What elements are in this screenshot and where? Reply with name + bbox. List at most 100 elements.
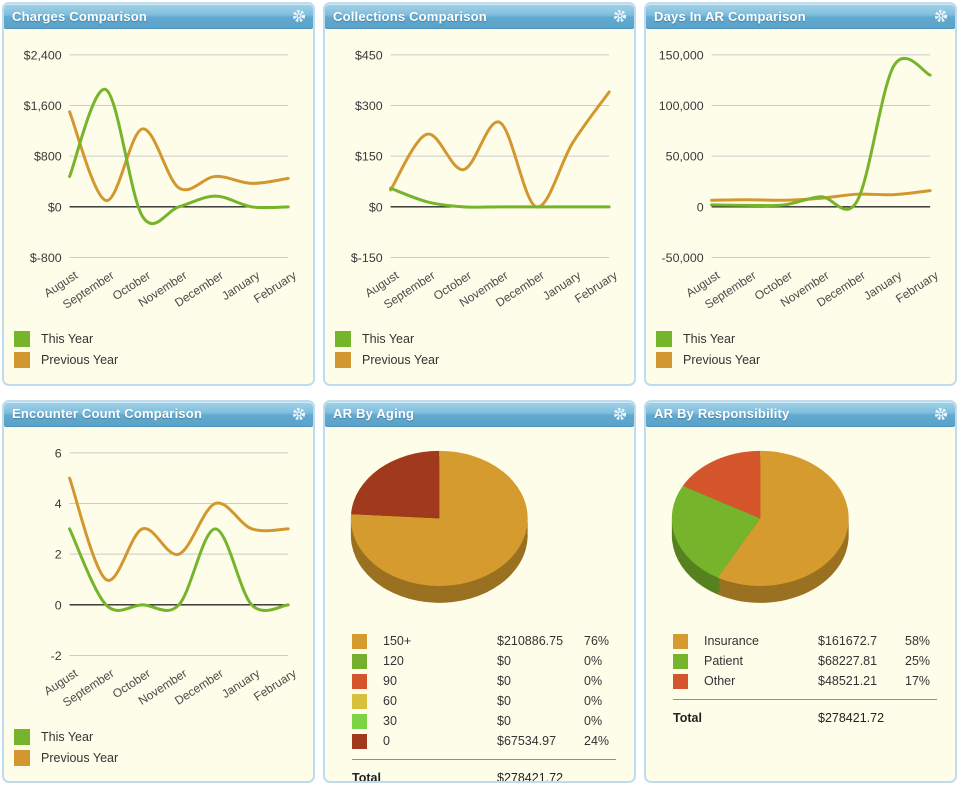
y-tick-label: $0 bbox=[369, 200, 383, 214]
collections-plot: $450$300$150$0$-150AugustSeptemberOctobe… bbox=[351, 48, 620, 311]
pie-legend-table: 150+ $210886.75 76% 120 $0 0% 90 $0 0% 60 $0 0% 30 $0… bbox=[325, 625, 634, 781]
legend-swatch bbox=[656, 331, 672, 348]
legend-amount: $161672.7 bbox=[818, 634, 878, 649]
days_in_ar-plot: 150,000100,00050,0000-50,000AugustSeptem… bbox=[659, 48, 941, 311]
legend-swatch bbox=[352, 733, 367, 749]
legend-label: Previous Year bbox=[683, 353, 761, 368]
panel-header: Collections Comparison bbox=[325, 4, 634, 29]
y-tick-label: 2 bbox=[55, 547, 62, 561]
y-tick-label: $800 bbox=[34, 150, 62, 164]
panel-header: Charges Comparison bbox=[4, 4, 313, 29]
ar-by-responsibility-pie-chart: Insurance $161672.7 58% Patient $68227.81 25%… bbox=[646, 427, 955, 782]
panel-header: Days In AR Comparison bbox=[646, 4, 955, 29]
legend-percent: 0% bbox=[584, 694, 603, 709]
pie-slice bbox=[671, 485, 761, 578]
days-in-ar-line-chart: 150,000 100,000 50,000 0 -50,000 August Septem… bbox=[646, 29, 955, 384]
legend-amount: $0 bbox=[497, 714, 511, 729]
y-tick-label: $-150 bbox=[351, 251, 383, 265]
legend-label: This Year bbox=[41, 729, 94, 744]
chart-legend: This Year Previous Year bbox=[4, 327, 313, 369]
legend-swatch bbox=[14, 749, 30, 766]
legend-item-this-year: This Year bbox=[14, 728, 313, 745]
legend-row-60: 60 $0 0% bbox=[352, 691, 616, 711]
panel-body: $450 $300 $150 $0 $-150 August September Octobe… bbox=[325, 29, 634, 384]
encounter-count-line-chart: 6 4 2 0 -2 August September October November Dece… bbox=[4, 427, 313, 782]
legend-label: 30 bbox=[383, 714, 397, 729]
legend-percent: 0% bbox=[584, 654, 603, 669]
legend-amount: $0 bbox=[497, 694, 511, 709]
legend-label: 150+ bbox=[383, 634, 412, 649]
legend-label: Previous Year bbox=[41, 353, 119, 368]
panel-title: AR By Aging bbox=[333, 406, 415, 421]
legend-swatch bbox=[14, 352, 30, 369]
ar_by_aging-pie bbox=[350, 450, 528, 603]
legend-swatch bbox=[352, 713, 367, 729]
y-tick-label: $1,600 bbox=[24, 99, 62, 113]
legend-divider bbox=[673, 699, 937, 701]
legend-item-previous-year: Previous Year bbox=[335, 352, 634, 369]
legend-label: 0 bbox=[383, 734, 390, 749]
series-line-previous-year bbox=[68, 476, 290, 582]
legend-percent: 25% bbox=[905, 654, 931, 669]
series-line-previous-year bbox=[389, 90, 611, 209]
legend-divider bbox=[352, 759, 616, 761]
settings-gear-icon[interactable] bbox=[292, 407, 306, 421]
legend-swatch bbox=[335, 331, 351, 348]
panel-body: 150,000 100,000 50,000 0 -50,000 August Septem… bbox=[646, 29, 955, 384]
panel-header: AR By Responsibility bbox=[646, 401, 955, 427]
y-tick-label: $2,400 bbox=[24, 48, 62, 62]
legend-label: Insurance bbox=[704, 634, 759, 649]
legend-swatch bbox=[352, 653, 367, 669]
y-tick-label: 0 bbox=[55, 598, 62, 612]
settings-gear-icon[interactable] bbox=[613, 9, 627, 23]
y-tick-label: -2 bbox=[51, 648, 62, 662]
pie-slice bbox=[351, 450, 440, 518]
legend-percent: 0% bbox=[584, 674, 603, 689]
series-line-this-year bbox=[68, 88, 290, 226]
panel-ar-by-aging: AR By Aging 150+ $210886.75 76% 120 $0 0% 90 $0… bbox=[323, 399, 636, 783]
legend-row-90: 90 $0 0% bbox=[352, 671, 616, 691]
legend-label: This Year bbox=[41, 332, 94, 347]
y-tick-label: $0 bbox=[48, 200, 62, 214]
chart-legend: This Year Previous Year bbox=[325, 327, 634, 369]
legend-amount: $68227.81 bbox=[818, 654, 878, 669]
pie-legend-table: Insurance $161672.7 58% Patient $68227.81 25%… bbox=[646, 625, 955, 729]
pie-slice bbox=[350, 450, 528, 586]
legend-swatch bbox=[14, 728, 30, 745]
total-label: Total bbox=[352, 771, 381, 781]
panel-collections-comparison: Collections Comparison $450 $300 $150 $0 $-1… bbox=[323, 2, 636, 386]
legend-percent: 17% bbox=[905, 674, 931, 689]
pie-slice bbox=[717, 450, 849, 586]
chart-legend: This Year Previous Year bbox=[4, 725, 313, 766]
panel-body: $2,400 $1,600 $800 $0 $-800 August September Oc… bbox=[4, 29, 313, 384]
legend-amount: $67534.97 bbox=[497, 734, 557, 749]
legend-row-120: 120 $0 0% bbox=[352, 651, 616, 671]
legend-item-previous-year: Previous Year bbox=[14, 352, 313, 369]
y-tick-label: 100,000 bbox=[659, 99, 704, 113]
legend-swatch bbox=[14, 331, 30, 348]
charges-plot: $2,400$1,600$800$0$-800AugustSeptemberOc… bbox=[24, 48, 299, 311]
series-line-this-year bbox=[710, 57, 932, 211]
settings-gear-icon[interactable] bbox=[934, 407, 948, 421]
legend-percent: 58% bbox=[905, 634, 931, 649]
legend-swatch bbox=[673, 673, 688, 689]
collections-line-chart: $450 $300 $150 $0 $-150 August September Octobe… bbox=[325, 29, 634, 384]
charges-line-chart: $2,400 $1,600 $800 $0 $-800 August September Oc… bbox=[4, 29, 313, 384]
pie-slice bbox=[682, 450, 761, 518]
settings-gear-icon[interactable] bbox=[613, 407, 627, 421]
y-tick-label: 6 bbox=[55, 446, 62, 460]
legend-swatch bbox=[656, 352, 672, 369]
settings-gear-icon[interactable] bbox=[934, 9, 948, 23]
panel-title: Days In AR Comparison bbox=[654, 8, 806, 24]
settings-gear-icon[interactable] bbox=[292, 9, 306, 23]
legend-percent: 24% bbox=[584, 734, 610, 749]
ar-by-aging-pie-chart: 150+ $210886.75 76% 120 $0 0% 90 $0 0% 60 $0 0% 30 $0… bbox=[325, 427, 634, 781]
legend-swatch bbox=[673, 653, 688, 669]
legend-amount: $0 bbox=[497, 674, 511, 689]
y-tick-label: $450 bbox=[355, 48, 383, 62]
y-tick-label: $-800 bbox=[30, 251, 62, 265]
legend-label: Previous Year bbox=[362, 353, 440, 368]
panel-title: Collections Comparison bbox=[333, 8, 487, 24]
legend-label: Other bbox=[704, 674, 736, 689]
encounter_count-plot: 6420-2AugustSeptemberOctoberNovemberDece… bbox=[41, 446, 298, 709]
